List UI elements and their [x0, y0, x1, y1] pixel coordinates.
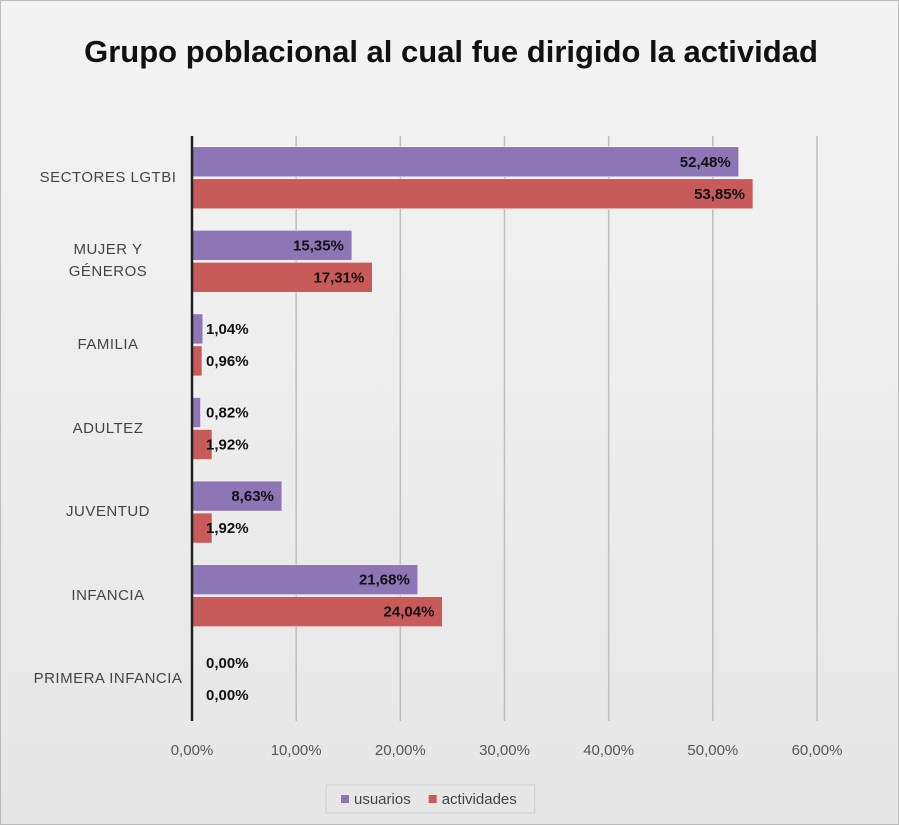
legend-swatch — [341, 795, 349, 803]
bar — [191, 345, 203, 377]
legend-box — [325, 784, 536, 814]
bar — [191, 596, 443, 627]
data-label: 0,82% — [206, 404, 249, 421]
bar — [191, 178, 754, 210]
x-tick-label: 40,00% — [583, 742, 634, 759]
bar — [191, 230, 353, 261]
chart-title: Grupo poblacional al cual fue dirigido l… — [84, 34, 818, 69]
x-tick-label: 10,00% — [271, 742, 322, 759]
data-label: 1,92% — [206, 436, 249, 453]
data-label: 17,31% — [313, 269, 364, 286]
data-label: 24,04% — [384, 604, 435, 621]
x-tick-label: 30,00% — [479, 742, 530, 759]
y-tick-label: INFANCIA — [71, 586, 145, 604]
data-label: 15,35% — [293, 237, 344, 254]
legend-label: usuarios — [354, 791, 411, 808]
legend-label: actividades — [442, 791, 517, 808]
x-tick-label: 20,00% — [375, 742, 426, 759]
legend-swatch — [428, 795, 437, 803]
y-tick-label: PRIMERA INFANCIA — [33, 670, 183, 688]
bar — [191, 480, 283, 512]
data-label: 0,00% — [206, 655, 249, 672]
y-tick-label: MUJER Y GÉNEROS — [68, 241, 148, 281]
bar — [191, 313, 204, 345]
y-tick-label: FAMILIA — [77, 335, 139, 353]
data-label: 21,68% — [359, 572, 410, 589]
data-label: 53,85% — [694, 186, 745, 203]
bar — [191, 397, 201, 428]
data-label: 8,63% — [231, 488, 274, 505]
bar — [191, 262, 373, 293]
bar — [191, 564, 419, 595]
bar — [191, 146, 739, 178]
x-tick-label: 0,00% — [171, 742, 214, 759]
data-label: 0,96% — [206, 353, 249, 370]
y-tick-label: JUVENTUD — [65, 503, 150, 521]
data-label: 0,00% — [206, 687, 249, 704]
x-tick-label: 60,00% — [792, 742, 843, 759]
data-label: 1,04% — [206, 321, 249, 338]
data-label: 1,92% — [206, 520, 249, 537]
data-label: 52,48% — [680, 154, 731, 171]
x-tick-label: 50,00% — [687, 742, 738, 759]
y-tick-label: ADULTEZ — [72, 419, 144, 437]
y-tick-label: SECTORES LGTBI — [39, 168, 177, 186]
